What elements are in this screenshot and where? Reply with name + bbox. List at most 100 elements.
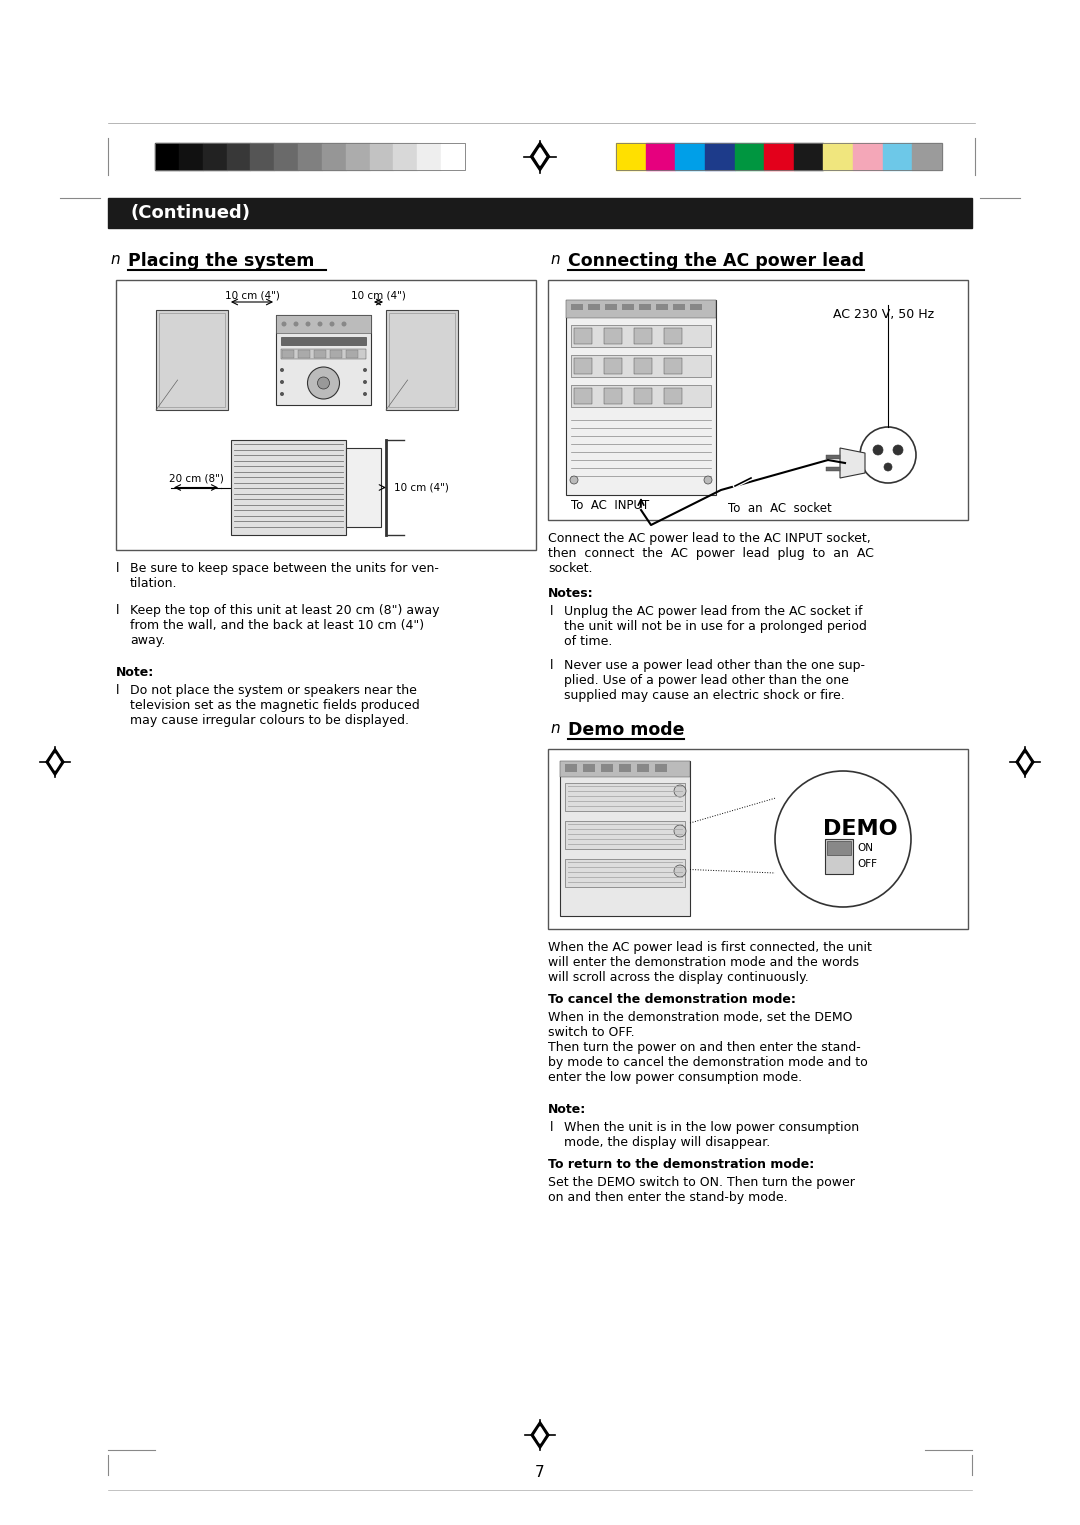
Bar (330, 351, 342, 358)
Text: To  AC  INPUT: To AC INPUT (571, 499, 649, 512)
Bar (571, 355, 711, 377)
Bar (386, 310, 458, 410)
Bar (673, 303, 685, 310)
Bar (637, 764, 649, 772)
Bar (616, 143, 942, 169)
Circle shape (306, 322, 311, 326)
Bar (823, 143, 853, 169)
Bar (826, 467, 840, 471)
Circle shape (341, 322, 347, 326)
Text: Placing the system: Placing the system (129, 252, 314, 270)
Bar (346, 448, 381, 528)
Text: Demo mode: Demo mode (568, 721, 685, 740)
Bar (588, 303, 600, 310)
Bar (159, 313, 225, 407)
Bar (604, 387, 622, 404)
Polygon shape (840, 448, 865, 477)
Text: l: l (550, 605, 554, 618)
Text: l: l (550, 1121, 554, 1135)
Bar (622, 303, 634, 310)
Circle shape (893, 445, 903, 454)
Bar (298, 351, 310, 358)
Text: Keep the top of this unit at least 20 cm (8") away
from the wall, and the back a: Keep the top of this unit at least 20 cm… (130, 604, 440, 647)
Text: l: l (116, 563, 120, 575)
Bar (561, 761, 690, 778)
Bar (913, 143, 942, 169)
Bar (690, 303, 702, 310)
Bar (346, 143, 369, 169)
Bar (571, 303, 583, 310)
Text: 10 cm (4"): 10 cm (4") (394, 482, 449, 493)
Bar (882, 143, 913, 169)
Text: Set the DEMO switch to ON. Then turn the power
on and then enter the stand-by mo: Set the DEMO switch to ON. Then turn the… (548, 1176, 855, 1205)
Bar (705, 143, 734, 169)
Bar (565, 764, 577, 772)
Text: ON: ON (858, 843, 873, 852)
Bar (565, 782, 685, 811)
Bar (664, 328, 681, 345)
Bar (664, 358, 681, 374)
Bar (116, 281, 536, 551)
Bar (251, 143, 274, 169)
Bar (604, 328, 622, 345)
Circle shape (280, 392, 284, 396)
Text: 10 cm (4"): 10 cm (4") (225, 290, 280, 300)
Bar (605, 303, 617, 310)
Bar (282, 351, 294, 358)
Bar (393, 143, 417, 169)
Polygon shape (530, 142, 550, 171)
Circle shape (294, 322, 298, 326)
Circle shape (282, 322, 286, 326)
Circle shape (704, 476, 712, 483)
Bar (281, 337, 366, 345)
Circle shape (873, 445, 883, 454)
Text: Notes:: Notes: (548, 587, 594, 599)
Text: (Continued): (Continued) (130, 204, 249, 223)
Text: Never use a power lead other than the one sup-
plied. Use of a power lead other : Never use a power lead other than the on… (564, 659, 865, 702)
Circle shape (280, 368, 284, 372)
Bar (654, 764, 667, 772)
Circle shape (363, 392, 367, 396)
Bar (825, 839, 853, 874)
Bar (573, 387, 592, 404)
Bar (656, 303, 669, 310)
Polygon shape (1020, 753, 1030, 770)
Text: n: n (550, 721, 559, 737)
Text: 7: 7 (536, 1466, 544, 1479)
Text: 20 cm (8"): 20 cm (8") (168, 473, 224, 483)
Bar (274, 143, 298, 169)
Bar (794, 143, 823, 169)
Text: To return to the demonstration mode:: To return to the demonstration mode: (548, 1157, 814, 1171)
Circle shape (318, 377, 329, 389)
Bar (616, 143, 646, 169)
Polygon shape (535, 1427, 545, 1443)
Text: DEMO: DEMO (823, 819, 897, 839)
Circle shape (329, 322, 335, 326)
Bar (561, 761, 690, 917)
Text: When the AC power lead is first connected, the unit
will enter the demonstration: When the AC power lead is first connecte… (548, 941, 872, 984)
Bar (765, 143, 794, 169)
Bar (573, 358, 592, 374)
Bar (156, 143, 179, 169)
Bar (565, 820, 685, 849)
Circle shape (674, 825, 686, 837)
Circle shape (363, 368, 367, 372)
Circle shape (318, 322, 323, 326)
Text: n: n (110, 252, 120, 267)
Bar (369, 143, 393, 169)
Bar (734, 143, 765, 169)
Text: OFF: OFF (858, 859, 877, 869)
Polygon shape (531, 1421, 549, 1449)
Circle shape (280, 380, 284, 384)
Bar (276, 316, 372, 406)
Bar (566, 300, 716, 496)
Bar (298, 143, 322, 169)
Text: n: n (550, 252, 559, 267)
Text: 10 cm (4"): 10 cm (4") (351, 290, 406, 300)
Circle shape (775, 772, 912, 907)
Text: Connecting the AC power lead: Connecting the AC power lead (568, 252, 864, 270)
Bar (600, 764, 613, 772)
Bar (583, 764, 595, 772)
Bar (548, 281, 968, 520)
Bar (548, 749, 968, 929)
